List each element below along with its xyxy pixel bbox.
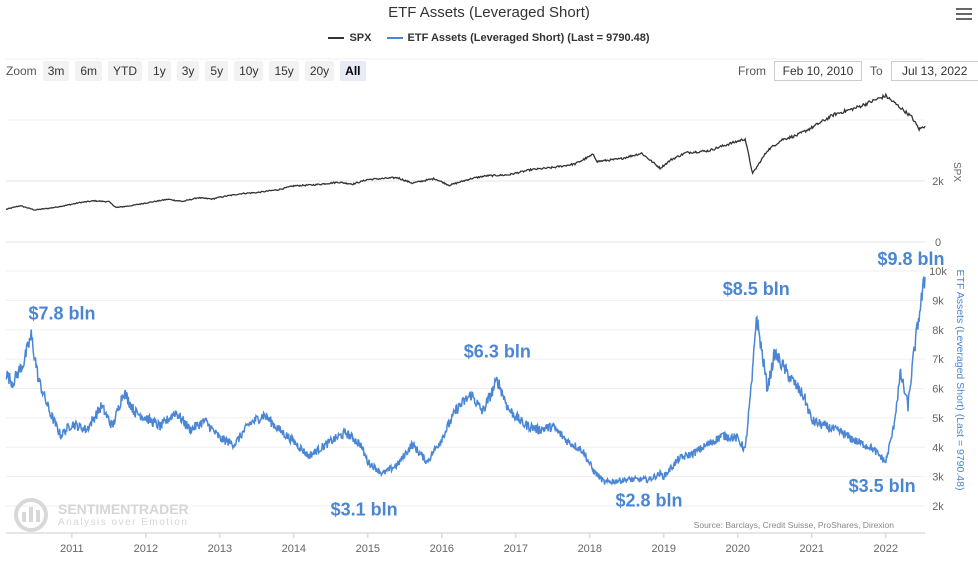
annotation-label: $3.1 bln — [331, 500, 398, 520]
x-tick-label: 2016 — [430, 543, 454, 555]
source-note: Source: Barclays, Credit Suisse, ProShar… — [694, 520, 895, 530]
x-tick-label: 2012 — [134, 543, 158, 555]
x-tick-label: 2014 — [282, 543, 306, 555]
etf-axis-title: ETF Assets (Leveraged Short) (Last = 979… — [954, 270, 966, 491]
series-lines — [5, 92, 926, 486]
annotation-label: $6.3 bln — [464, 342, 531, 362]
to-label: To — [870, 64, 883, 78]
watermark-logo-icon — [14, 498, 48, 532]
spx-y-tick-label: 2k — [932, 176, 944, 188]
zoom-button-10y[interactable]: 10y — [234, 61, 264, 81]
etf-y-tick-label: 8k — [932, 325, 944, 337]
date-range: From To — [738, 61, 978, 81]
legend-label: SPX — [349, 32, 372, 44]
zoom-label: Zoom — [6, 64, 37, 78]
etf-y-tick-label: 10k — [929, 266, 947, 278]
zoom-button-15y[interactable]: 15y — [269, 61, 299, 81]
hamburger-menu-icon[interactable] — [956, 8, 972, 22]
to-date-input[interactable] — [890, 61, 978, 81]
x-tick-label: 2019 — [652, 543, 676, 555]
etf-y-tick-label: 9k — [932, 295, 944, 307]
x-axis-ticks: 2011 2012 2013 2014 2015 2016 2017 2018 2019 2020… — [6, 532, 925, 555]
spx-y-tick-label: 0 — [935, 237, 941, 249]
x-tick-label: 2017 — [504, 543, 528, 555]
from-date-input[interactable] — [774, 61, 862, 81]
legend-label: ETF Assets (Leveraged Short) (Last = 979… — [407, 32, 650, 44]
watermark: SENTIMENTRADER Analysis over Emotion — [14, 498, 189, 532]
zoom-button-6m[interactable]: 6m — [75, 61, 103, 81]
x-tick-label: 2011 — [60, 543, 84, 555]
zoom-controls: Zoom 3m 6m YTD 1y 3y 5y 10y 15y 20y All — [6, 61, 372, 81]
annotation-label: $7.8 bln — [28, 304, 95, 324]
legend-swatch-icon — [386, 37, 403, 39]
legend-swatch-icon — [328, 37, 345, 39]
legend: SPX ETF Assets (Leveraged Short) (Last =… — [0, 30, 978, 44]
annotation-label: $3.5 bln — [849, 476, 916, 496]
y-axis-titles: SPX ETF Assets (Leveraged Short) (Last = … — [951, 162, 966, 490]
x-tick-label: 2015 — [356, 543, 380, 555]
gridlines — [6, 58, 925, 507]
etf-y-tick-label: 4k — [932, 442, 944, 454]
etf-y-tick-label: 7k — [932, 354, 944, 366]
etf-y-tick-label: 5k — [932, 413, 944, 425]
zoom-button-20y[interactable]: 20y — [304, 61, 335, 81]
legend-item-etf-assets[interactable]: ETF Assets (Leveraged Short) (Last = 979… — [386, 32, 650, 44]
watermark-name: SENTIMENTRADER — [58, 501, 189, 517]
y-axis-ticks: 0 2k 2k 3k 4k 5k 6k 7k 8k 9k 10k — [929, 176, 947, 513]
zoom-button-3y[interactable]: 3y — [176, 61, 200, 81]
annotation-label: $8.5 bln — [723, 279, 790, 299]
zoom-button-5y[interactable]: 5y — [205, 61, 229, 81]
x-tick-label: 2022 — [874, 543, 898, 555]
from-label: From — [738, 64, 766, 78]
legend-item-spx[interactable]: SPX — [328, 32, 371, 44]
x-tick-label: 2018 — [578, 543, 602, 555]
zoom-button-all[interactable]: All — [340, 61, 366, 81]
etf-y-tick-label: 2k — [932, 501, 944, 513]
chart-title: ETF Assets (Leveraged Short) — [388, 4, 590, 21]
etf-y-tick-label: 3k — [932, 472, 944, 484]
x-tick-label: 2021 — [800, 543, 824, 555]
x-tick-label: 2013 — [208, 543, 232, 555]
x-tick-label: 2020 — [726, 543, 750, 555]
annotations: $7.8 bln $3.1 bln $6.3 bln $2.8 bln $8.5 bln… — [28, 249, 944, 520]
annotation-label: $9.8 bln — [877, 249, 944, 269]
zoom-button-1y[interactable]: 1y — [148, 61, 171, 81]
etf-series-line — [5, 276, 926, 486]
watermark-tagline: Analysis over Emotion — [58, 517, 188, 528]
etf-y-tick-label: 6k — [932, 384, 944, 396]
zoom-button-3m[interactable]: 3m — [42, 61, 70, 81]
spx-series-line — [5, 92, 926, 211]
annotation-label: $2.8 bln — [615, 491, 682, 511]
zoom-button-ytd[interactable]: YTD — [108, 61, 143, 81]
spx-axis-title: SPX — [951, 162, 962, 182]
